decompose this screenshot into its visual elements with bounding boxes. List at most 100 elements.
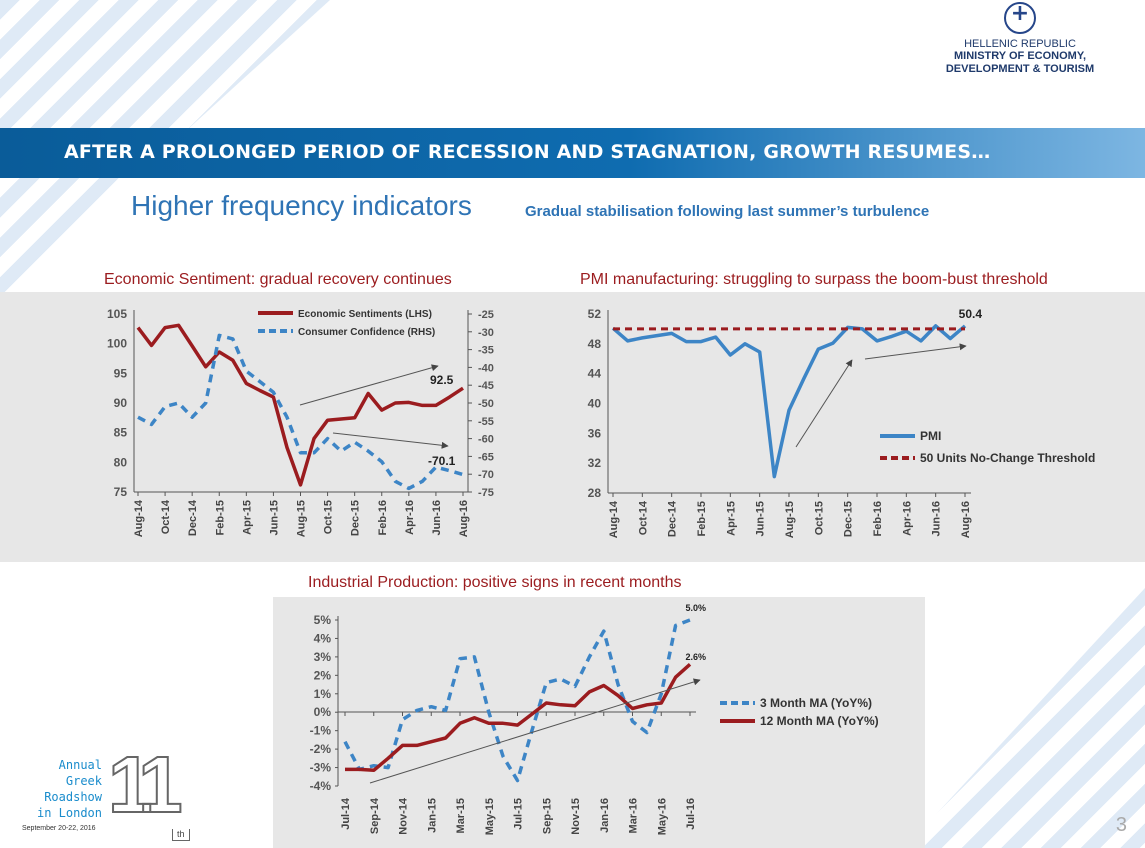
y-tick-label: -4% — [310, 779, 332, 793]
edition-suffix: th — [172, 829, 190, 841]
y-tick-label: 48 — [588, 337, 602, 351]
y-tick-label: 85 — [114, 426, 128, 440]
x-tick-label: Jul-16 — [685, 798, 697, 830]
subtitle: Higher frequency indicators — [131, 190, 472, 221]
trend-arrow — [369, 678, 701, 784]
x-tick-label: Dec-15 — [350, 500, 362, 536]
logo-line: HELLENIC REPUBLIC — [964, 38, 1076, 50]
x-tick-label: Jan-15 — [426, 798, 438, 833]
legend-label: Economic Sentiments (LHS) — [298, 309, 432, 320]
event-date: September 20-22, 2016 — [22, 825, 96, 832]
y-tick-label: 28 — [588, 486, 602, 500]
x-tick-label: Jul-15 — [513, 798, 525, 830]
chart-title-sentiment: Economic Sentiment: gradual recovery con… — [104, 271, 452, 288]
y-tick-label: 3% — [314, 650, 332, 664]
x-tick-label: Jun-15 — [755, 501, 767, 536]
x-tick-label: Feb-16 — [377, 500, 389, 535]
y-tick-label: 44 — [588, 367, 602, 381]
subtitle-note: Gradual stabilisation following last sum… — [525, 203, 930, 220]
event-text: in London — [36, 806, 102, 820]
y-tick-label: -3% — [310, 761, 332, 775]
y-tick-label: 105 — [107, 307, 127, 321]
x-tick-label: Jun-16 — [431, 500, 443, 535]
y-tick-label: 52 — [588, 307, 602, 321]
event-text: Annual — [58, 758, 102, 772]
y-tick-label: 5% — [314, 613, 332, 627]
x-tick-label: Aug-14 — [133, 499, 145, 537]
y2-tick-label: -35 — [478, 345, 494, 357]
legend-label: 12 Month MA (YoY%) — [760, 714, 879, 728]
x-tick-label: Jun-16 — [931, 501, 943, 536]
y-tick-label: 95 — [114, 366, 128, 380]
x-tick-label: Jan-16 — [599, 798, 611, 833]
series-line-consumer-confidence-rhs- — [137, 333, 464, 491]
x-tick-label: May-15 — [484, 798, 496, 835]
edition-number: 11 — [107, 740, 184, 829]
title-banner: AFTER A PROLONGED PERIOD OF RECESSION AN… — [0, 128, 1145, 178]
chart-background — [273, 597, 925, 848]
roadshow-logo: Annual Greek Roadshow in London Septembe… — [0, 740, 215, 848]
x-tick-label: Dec-14 — [187, 499, 199, 536]
x-tick-label: Sep-14 — [369, 797, 381, 834]
series-line-12-month-ma-yoy- — [345, 662, 692, 773]
logo-line: DEVELOPMENT & TOURISM — [945, 63, 1095, 75]
x-tick-label: Aug-15 — [296, 500, 308, 537]
y2-tick-label: -70 — [478, 469, 494, 481]
x-tick-label: Feb-15 — [214, 500, 226, 535]
x-tick-label: Sep-15 — [541, 798, 553, 834]
value-label: 2.6% — [685, 652, 706, 662]
legend-label: Consumer Confidence (RHS) — [298, 327, 435, 338]
trend-arrow — [795, 359, 853, 448]
y-tick-label: 4% — [314, 631, 332, 645]
y-tick-label: 40 — [588, 397, 602, 411]
y2-tick-label: -50 — [478, 398, 494, 410]
x-tick-label: Dec-15 — [843, 501, 855, 537]
y-tick-label: 2% — [314, 668, 332, 682]
x-tick-label: Apr-16 — [901, 501, 913, 536]
event-text: Roadshow — [44, 790, 102, 804]
x-tick-label: Feb-16 — [872, 501, 884, 536]
event-text: Greek — [65, 774, 102, 788]
x-tick-label: Oct-14 — [160, 499, 172, 534]
x-tick-label: Dec-14 — [667, 500, 679, 537]
y2-tick-label: -45 — [478, 380, 494, 392]
chart-title-pmi: PMI manufacturing: struggling to surpass… — [580, 271, 1048, 288]
x-tick-label: Apr-15 — [725, 501, 737, 536]
y2-tick-label: -75 — [478, 487, 494, 499]
x-tick-label: Jun-15 — [268, 500, 280, 535]
trend-arrow — [864, 343, 967, 360]
series-line-pmi — [611, 324, 967, 479]
x-tick-label: Apr-15 — [241, 500, 253, 535]
x-tick-label: Aug-16 — [458, 500, 470, 537]
series-line-3-month-ma-yoy- — [343, 618, 691, 783]
x-tick-label: Apr-16 — [404, 500, 416, 535]
y2-tick-label: -25 — [478, 309, 494, 321]
x-tick-label: Aug-14 — [608, 500, 620, 538]
x-tick-label: Nov-15 — [570, 798, 582, 835]
value-label: 50.4 — [959, 307, 983, 321]
y-tick-label: -1% — [310, 724, 332, 738]
series-line-economic-sentiments-lhs- — [136, 323, 464, 487]
y2-tick-label: -65 — [478, 451, 494, 463]
y2-tick-label: -40 — [478, 362, 494, 374]
y-tick-label: 36 — [588, 426, 602, 440]
page-number: 3 — [1115, 814, 1127, 836]
y-tick-label: 75 — [114, 485, 128, 499]
value-label: 5.0% — [685, 603, 706, 613]
legend-label: 50 Units No-Change Threshold — [920, 451, 1095, 465]
y-tick-label: 0% — [314, 705, 332, 719]
x-tick-label: Mar-15 — [455, 798, 467, 833]
x-tick-label: Aug-16 — [960, 501, 972, 538]
y-tick-label: 32 — [588, 456, 602, 470]
slide-title: AFTER A PROLONGED PERIOD OF RECESSION AN… — [64, 141, 991, 163]
x-tick-label: Nov-14 — [398, 797, 410, 835]
y2-tick-label: -55 — [478, 416, 494, 428]
x-tick-label: Feb-15 — [696, 501, 708, 536]
legend-label: PMI — [920, 429, 941, 443]
x-tick-label: Mar-16 — [628, 798, 640, 833]
x-tick-label: Aug-15 — [784, 501, 796, 538]
y2-tick-label: -60 — [478, 434, 494, 446]
trend-arrow — [299, 364, 439, 406]
